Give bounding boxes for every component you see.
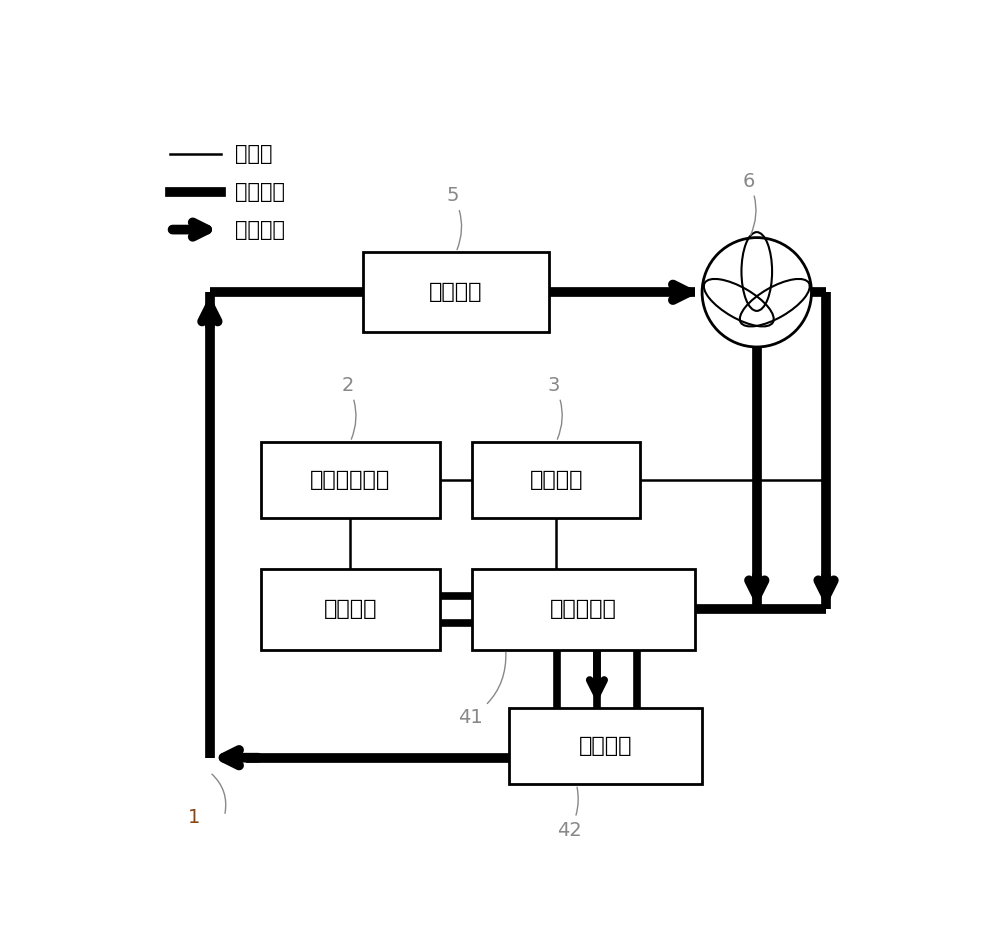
Text: 冷却管路: 冷却管路: [235, 220, 285, 240]
FancyBboxPatch shape: [472, 569, 695, 650]
Text: 41: 41: [458, 652, 506, 726]
FancyBboxPatch shape: [261, 569, 440, 650]
Text: 信号线: 信号线: [235, 144, 273, 164]
FancyBboxPatch shape: [261, 441, 440, 518]
Text: 6: 6: [742, 171, 756, 235]
Text: 1: 1: [188, 809, 200, 828]
FancyBboxPatch shape: [363, 252, 549, 332]
Text: 高压线束: 高压线束: [235, 182, 285, 202]
Text: 三相电机: 三相电机: [579, 736, 632, 757]
FancyBboxPatch shape: [509, 708, 702, 784]
Text: 2: 2: [341, 376, 356, 439]
FancyBboxPatch shape: [472, 441, 640, 518]
Text: 动力电池: 动力电池: [324, 599, 377, 619]
Text: 电机控制器: 电机控制器: [550, 599, 617, 619]
Text: 3: 3: [548, 376, 562, 439]
Text: 控制系统: 控制系统: [530, 470, 583, 490]
Text: 42: 42: [557, 787, 582, 840]
Text: 5: 5: [447, 187, 462, 250]
Text: 冷却液箱: 冷却液箱: [429, 282, 483, 302]
Text: 电池管理系统: 电池管理系统: [310, 470, 390, 490]
